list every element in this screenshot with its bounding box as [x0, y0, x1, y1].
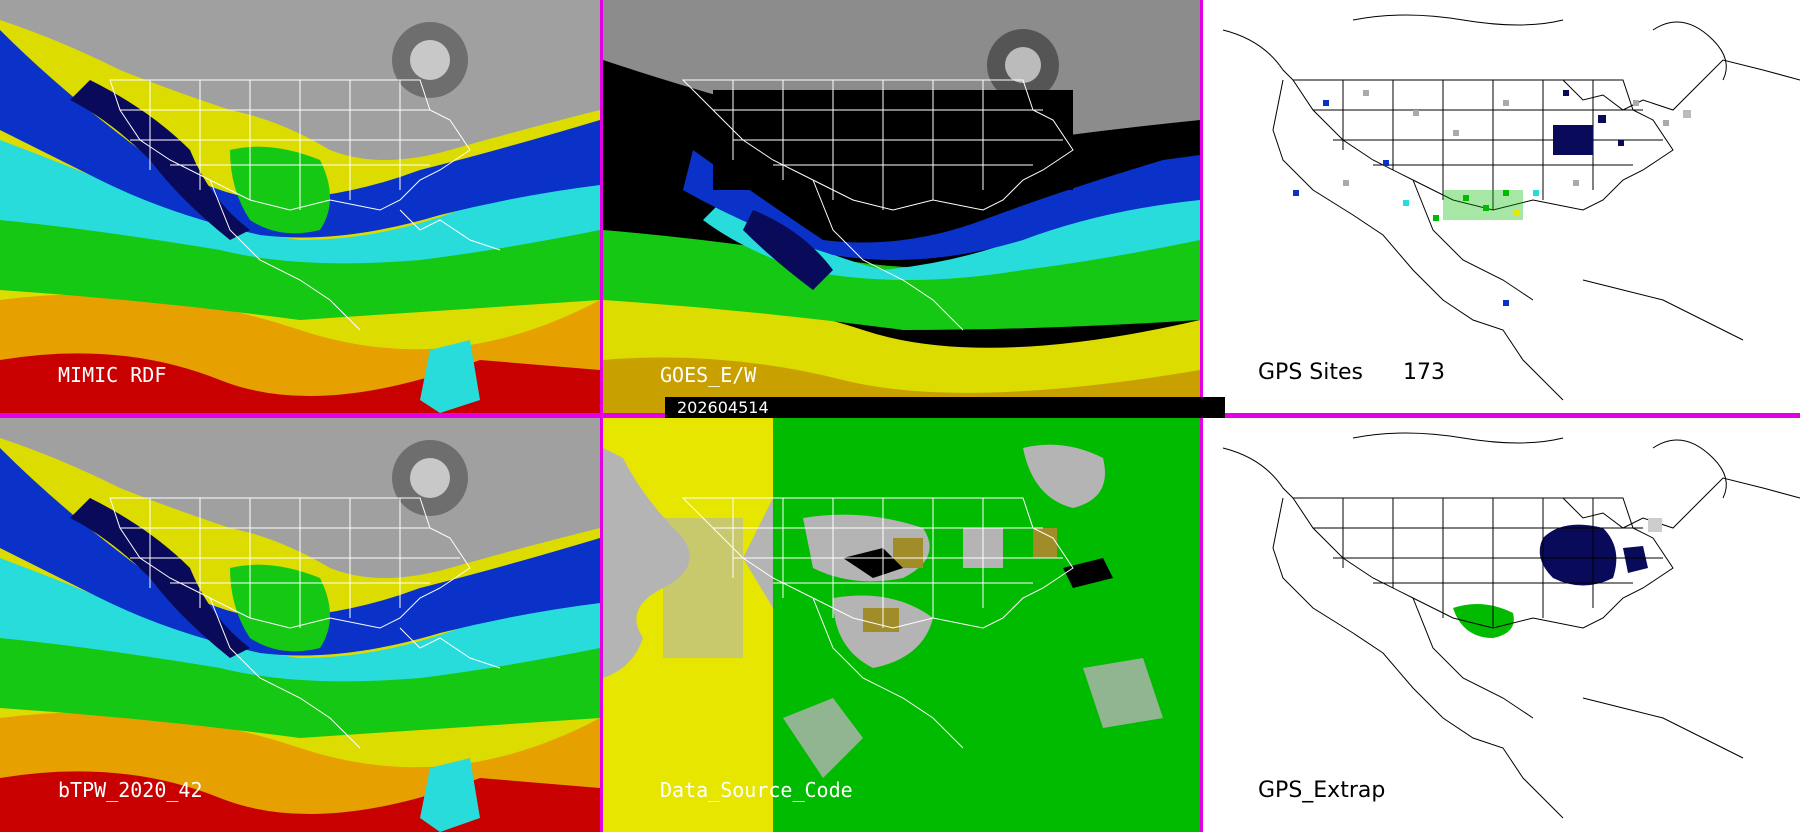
vertical-divider-right-lower [1200, 418, 1203, 832]
panel-data-source-code: Data_Source_Code [603, 418, 1200, 832]
goes-satellite-map [603, 0, 1200, 413]
panel-label: bTPW_2020_42 [58, 778, 203, 802]
panel-label: GPS_Extrap [1258, 778, 1386, 803]
vertical-divider-right [1200, 0, 1203, 418]
gps-site-markers [1293, 90, 1691, 306]
tpw-satellite-map [0, 0, 600, 413]
panel-gps-sites: GPS Sites 173 [1203, 0, 1800, 413]
panel-label: MIMIC RDF [58, 363, 167, 387]
blended-tpw-map [0, 418, 600, 832]
data-source-map [603, 418, 1200, 832]
gps-sites-map [1203, 0, 1800, 413]
panel-label: Data_Source_Code [660, 778, 853, 802]
timestamp-bar: 202604514 [665, 397, 1225, 418]
panel-gps-extrap: GPS_Extrap [1203, 418, 1800, 832]
gps-site-count: 173 [1403, 360, 1445, 385]
panel-mimic-rdf: MIMIC RDF [0, 0, 600, 413]
gps-extrapolation-map [1203, 418, 1800, 832]
panel-label: GOES_E/W [660, 363, 757, 387]
panel-btpw: bTPW_2020_42 [0, 418, 600, 832]
panel-goes-ew: GOES_E/W [603, 0, 1200, 413]
panel-label: GPS Sites [1258, 360, 1363, 385]
